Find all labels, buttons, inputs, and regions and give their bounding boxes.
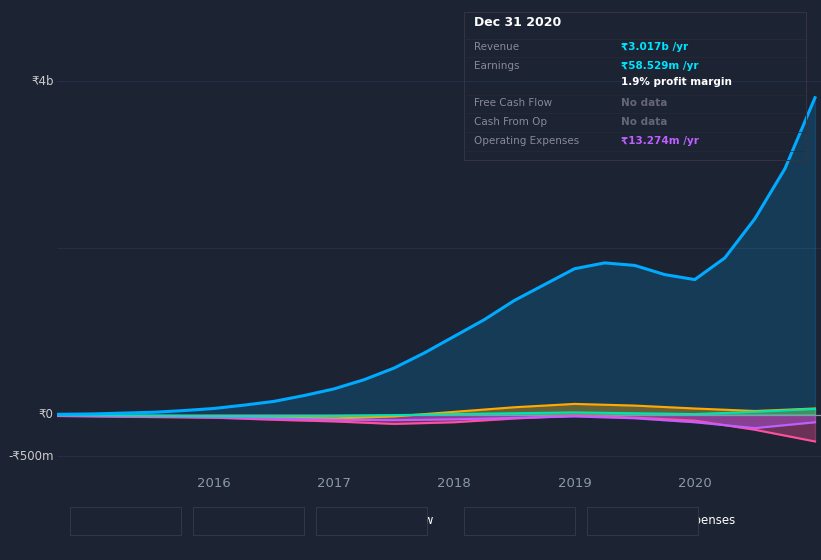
Text: No data: No data <box>621 99 667 108</box>
Text: Operating Expenses: Operating Expenses <box>475 136 580 146</box>
Text: ●: ● <box>207 516 217 526</box>
Text: ₹58.529m /yr: ₹58.529m /yr <box>621 61 699 71</box>
Text: ₹4b: ₹4b <box>31 74 53 87</box>
Text: Cash From Op: Cash From Op <box>475 117 548 127</box>
Text: Free Cash Flow: Free Cash Flow <box>345 514 433 528</box>
Text: No data: No data <box>621 117 667 127</box>
Text: ₹13.274m /yr: ₹13.274m /yr <box>621 136 699 146</box>
Text: ●: ● <box>84 516 94 526</box>
Text: Cash From Op: Cash From Op <box>493 514 575 528</box>
Text: ₹3.017b /yr: ₹3.017b /yr <box>621 43 689 52</box>
Text: ₹0: ₹0 <box>39 408 53 421</box>
Text: Free Cash Flow: Free Cash Flow <box>475 99 553 108</box>
Text: ●: ● <box>601 516 611 526</box>
Text: Operating Expenses: Operating Expenses <box>616 514 735 528</box>
Text: Revenue: Revenue <box>99 514 150 528</box>
Text: Revenue: Revenue <box>475 43 520 52</box>
Text: -₹500m: -₹500m <box>8 450 53 463</box>
Text: 1.9% profit margin: 1.9% profit margin <box>621 77 732 87</box>
Text: Earnings: Earnings <box>222 514 273 528</box>
Text: ●: ● <box>330 516 340 526</box>
Text: Earnings: Earnings <box>475 61 520 71</box>
Text: ●: ● <box>478 516 488 526</box>
Text: Dec 31 2020: Dec 31 2020 <box>475 16 562 30</box>
